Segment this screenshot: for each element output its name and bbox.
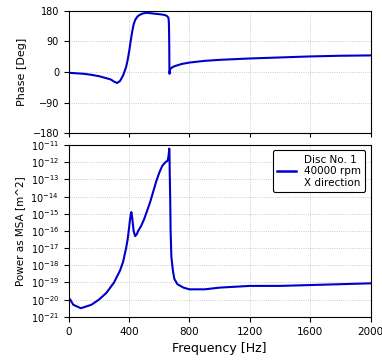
Y-axis label: Power as MSA [m^2]: Power as MSA [m^2] xyxy=(15,176,25,286)
Y-axis label: Phase [Deg]: Phase [Deg] xyxy=(17,38,27,106)
Legend: Disc No. 1
40000 rpm
X direction: Disc No. 1 40000 rpm X direction xyxy=(273,150,365,192)
X-axis label: Frequency [Hz]: Frequency [Hz] xyxy=(172,342,267,355)
